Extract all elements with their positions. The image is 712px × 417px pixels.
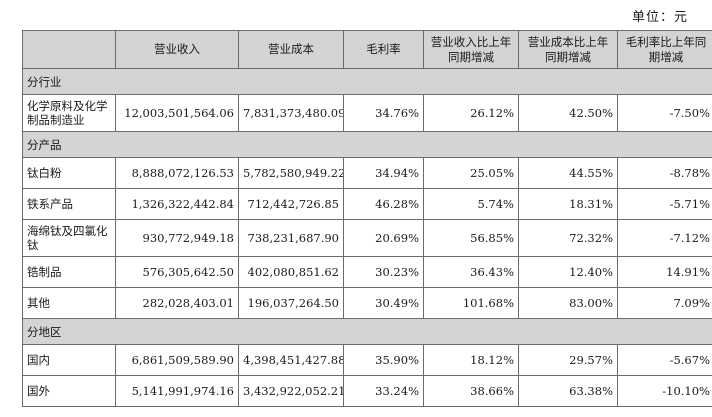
header-margin-change: 毛利率比上年同期增减 xyxy=(617,30,712,69)
cell-margin: 30.23% xyxy=(343,256,424,288)
table-row: 国外 5,141,991,974.16 3,432,922,052.21 33.… xyxy=(22,375,712,407)
cell-revenue: 5,141,991,974.16 xyxy=(115,375,239,407)
header-revenue: 营业收入 xyxy=(115,30,239,69)
cell-margin: 34.94% xyxy=(343,157,424,189)
cell-margin-change: -5.67% xyxy=(617,344,712,376)
section-row-region: 分地区 xyxy=(22,318,712,345)
section-row-product: 分产品 xyxy=(22,131,712,158)
cell-cost: 4,398,451,427.88 xyxy=(238,344,344,376)
cell-cost-change: 44.55% xyxy=(518,157,618,189)
cell-revenue-change: 26.12% xyxy=(423,94,519,132)
cell-margin: 33.24% xyxy=(343,375,424,407)
cell-cost: 3,432,922,052.21 xyxy=(238,375,344,407)
header-revenue-change: 营业收入比上年同期增减 xyxy=(423,30,519,69)
section-title: 分行业 xyxy=(22,68,712,95)
table-row: 海绵钛及四氯化钛 930,772,949.18 738,231,687.90 2… xyxy=(22,219,712,257)
row-label: 海绵钛及四氯化钛 xyxy=(22,219,116,257)
cell-cost-change: 63.38% xyxy=(518,375,618,407)
table-row: 其他 282,028,403.01 196,037,264.50 30.49% … xyxy=(22,287,712,319)
header-cost-change: 营业成本比上年同期增减 xyxy=(518,30,618,69)
cell-margin-change: -8.78% xyxy=(617,157,712,189)
unit-label: 单位：元 xyxy=(631,10,688,25)
cell-cost: 402,080,851.62 xyxy=(238,256,344,288)
section-row-industry: 分行业 xyxy=(22,68,712,95)
cell-cost: 5,782,580,949.22 xyxy=(238,157,344,189)
cell-revenue-change: 38.66% xyxy=(423,375,519,407)
row-label: 钛白粉 xyxy=(22,157,116,189)
cell-margin-change: -10.10% xyxy=(617,375,712,407)
row-label: 国内 xyxy=(22,344,116,376)
header-cost: 营业成本 xyxy=(238,30,344,69)
cell-revenue-change: 18.12% xyxy=(423,344,519,376)
cell-cost: 738,231,687.90 xyxy=(238,219,344,257)
cell-revenue: 930,772,949.18 xyxy=(115,219,239,257)
cell-revenue-change: 56.85% xyxy=(423,219,519,257)
cell-revenue: 282,028,403.01 xyxy=(115,287,239,319)
row-label: 锆制品 xyxy=(22,256,116,288)
cell-cost: 196,037,264.50 xyxy=(238,287,344,319)
table-row: 国内 6,861,509,589.90 4,398,451,427.88 35.… xyxy=(22,344,712,376)
cell-revenue: 6,861,509,589.90 xyxy=(115,344,239,376)
cell-margin-change: 7.09% xyxy=(617,287,712,319)
cell-margin-change: -7.12% xyxy=(617,219,712,257)
header-margin: 毛利率 xyxy=(343,30,424,69)
section-title: 分产品 xyxy=(22,131,712,158)
cell-margin-change: -7.50% xyxy=(617,94,712,132)
table-row: 锆制品 576,305,642.50 402,080,851.62 30.23%… xyxy=(22,256,712,288)
cell-revenue-change: 101.68% xyxy=(423,287,519,319)
cell-revenue: 576,305,642.50 xyxy=(115,256,239,288)
cell-cost-change: 42.50% xyxy=(518,94,618,132)
cell-cost: 7,831,373,480.09 xyxy=(238,94,344,132)
cell-margin: 34.76% xyxy=(343,94,424,132)
header-row: 营业收入 营业成本 毛利率 营业收入比上年同期增减 营业成本比上年同期增减 毛利… xyxy=(22,30,712,69)
cell-margin: 35.90% xyxy=(343,344,424,376)
cell-revenue-change: 36.43% xyxy=(423,256,519,288)
row-label: 铁系产品 xyxy=(22,188,116,220)
section-title: 分地区 xyxy=(22,318,712,345)
cell-cost-change: 29.57% xyxy=(518,344,618,376)
cell-revenue: 1,326,322,442.84 xyxy=(115,188,239,220)
cell-cost-change: 72.32% xyxy=(518,219,618,257)
financial-table: 营业收入 营业成本 毛利率 营业收入比上年同期增减 营业成本比上年同期增减 毛利… xyxy=(22,30,712,407)
row-label: 国外 xyxy=(22,375,116,407)
cell-cost: 712,442,726.85 xyxy=(238,188,344,220)
cell-cost-change: 12.40% xyxy=(518,256,618,288)
cell-revenue-change: 25.05% xyxy=(423,157,519,189)
table-row: 铁系产品 1,326,322,442.84 712,442,726.85 46.… xyxy=(22,188,712,220)
row-label: 其他 xyxy=(22,287,116,319)
cell-revenue-change: 5.74% xyxy=(423,188,519,220)
cell-margin-change: 14.91% xyxy=(617,256,712,288)
cell-revenue: 8,888,072,126.53 xyxy=(115,157,239,189)
cell-revenue: 12,003,501,564.06 xyxy=(115,94,239,132)
cell-cost-change: 18.31% xyxy=(518,188,618,220)
row-label: 化学原料及化学制品制造业 xyxy=(22,94,116,132)
table-row: 钛白粉 8,888,072,126.53 5,782,580,949.22 34… xyxy=(22,157,712,189)
cell-margin: 30.49% xyxy=(343,287,424,319)
table-row: 化学原料及化学制品制造业 12,003,501,564.06 7,831,373… xyxy=(22,94,712,132)
cell-margin-change: -5.71% xyxy=(617,188,712,220)
header-blank xyxy=(22,30,116,69)
cell-margin: 46.28% xyxy=(343,188,424,220)
cell-cost-change: 83.00% xyxy=(518,287,618,319)
cell-margin: 20.69% xyxy=(343,219,424,257)
